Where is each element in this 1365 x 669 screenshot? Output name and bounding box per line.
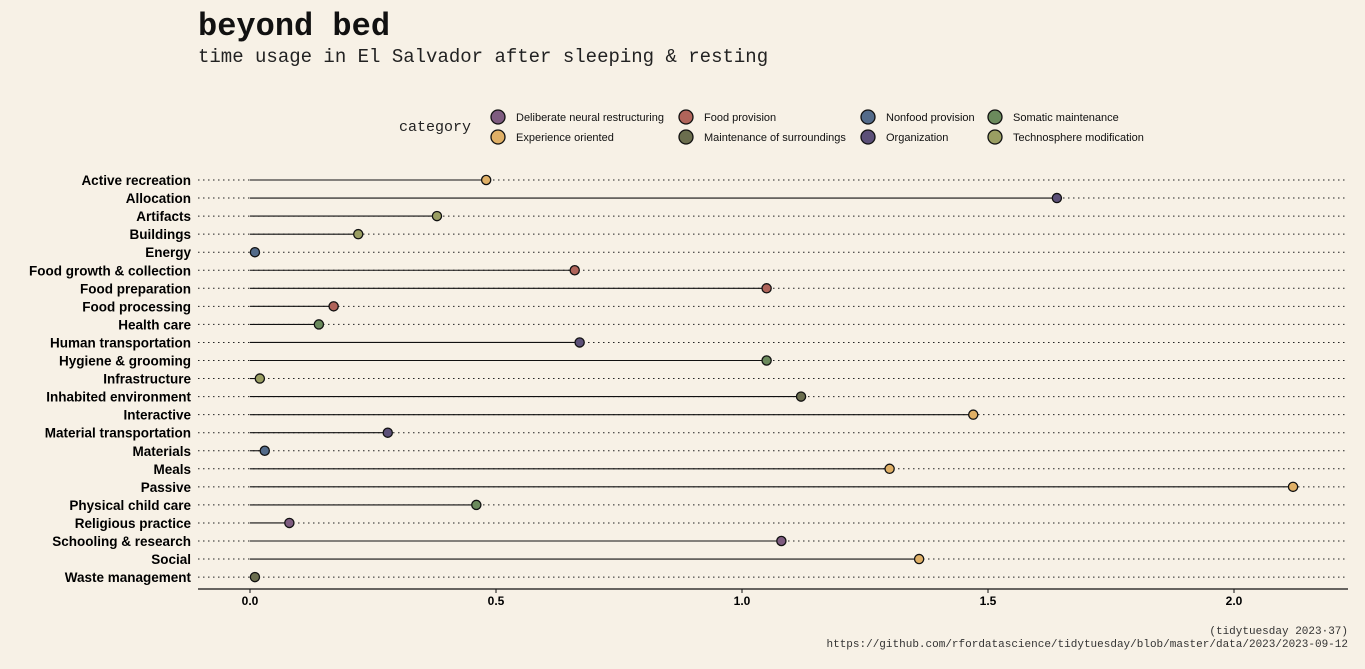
legend-label: Experience oriented [516, 132, 614, 144]
caption-line-2: https://github.com/rfordatascience/tidyt… [826, 639, 1349, 651]
legend-label: Maintenance of surroundings [704, 132, 846, 144]
legend-label: Food provision [704, 112, 776, 124]
y-label: Active recreation [81, 173, 191, 188]
legend-label: Somatic maintenance [1013, 112, 1119, 124]
x-tick-label: 0.0 [242, 594, 259, 608]
data-point [431, 210, 443, 222]
data-point [776, 535, 787, 547]
x-axis: 0.0 0.5 1.0 1.5 2.0 [198, 588, 1348, 608]
data-point [259, 445, 271, 456]
points [249, 174, 1299, 583]
data-point [254, 373, 266, 384]
data-point [1287, 481, 1299, 493]
legend: category Deliberate neural restructuring… [399, 109, 1144, 145]
caption: (tidytuesday 2023·37) https://github.com… [827, 626, 1349, 652]
data-point [249, 246, 261, 258]
legend-swatch [987, 109, 1003, 125]
y-label: Physical child care [69, 498, 191, 513]
data-point [761, 355, 772, 366]
y-label: Interactive [123, 408, 191, 423]
legend-label: Technosphere modification [1013, 132, 1144, 144]
data-point [352, 228, 364, 240]
y-axis-labels: Active recreation Allocation Artifacts Buil… [29, 173, 192, 585]
caption-line-1: (tidytuesday 2023·37) [1209, 626, 1348, 638]
data-point [480, 174, 492, 186]
gridlines [198, 179, 1348, 578]
legend-swatch [987, 129, 1003, 145]
x-tick-label: 1.5 [980, 594, 997, 608]
y-label: Artifacts [136, 209, 191, 224]
data-point [967, 409, 979, 420]
chart-title: beyond bed [198, 8, 391, 45]
data-point [382, 427, 394, 438]
data-point [913, 553, 925, 565]
y-label: Buildings [130, 227, 192, 242]
data-point [313, 319, 325, 330]
y-label: Material transportation [45, 426, 191, 441]
legend-label: Nonfood provision [886, 112, 975, 124]
data-point [761, 283, 772, 294]
legend-title: category [399, 119, 471, 136]
x-tick-label: 0.5 [488, 594, 505, 608]
y-label: Waste management [65, 570, 192, 585]
legend-swatch [678, 129, 694, 145]
data-point [471, 499, 482, 511]
legend-swatch [860, 109, 876, 125]
x-tick-label: 2.0 [1226, 594, 1243, 608]
data-point [328, 301, 339, 312]
chart-subtitle: time usage in El Salvador after sleeping… [198, 46, 769, 68]
y-label: Human transportation [50, 335, 191, 350]
legend-swatch [860, 129, 876, 145]
data-point [284, 517, 295, 529]
legend-label: Organization [886, 132, 948, 144]
stems [250, 179, 1294, 578]
y-label: Meals [153, 462, 191, 477]
y-label: Infrastructure [103, 372, 191, 387]
legend-swatch [678, 109, 694, 125]
data-point [795, 391, 807, 402]
data-point [1051, 192, 1063, 204]
data-point [249, 571, 261, 583]
y-label: Hygiene & grooming [59, 354, 191, 369]
y-label: Materials [132, 444, 191, 459]
y-label: Food growth & collection [29, 263, 191, 278]
data-point [569, 264, 580, 276]
y-label: Food processing [82, 299, 191, 314]
y-label: Allocation [126, 191, 191, 206]
legend-label: Deliberate neural restructuring [516, 112, 664, 124]
data-point [884, 463, 895, 475]
y-label: Religious practice [75, 516, 192, 531]
legend-swatch [490, 109, 506, 125]
x-tick-label: 1.0 [734, 594, 751, 608]
data-point [574, 337, 585, 348]
y-label: Health care [118, 317, 191, 332]
y-label: Energy [145, 245, 191, 260]
y-label: Inhabited environment [46, 390, 191, 405]
y-label: Food preparation [80, 281, 191, 296]
y-label: Schooling & research [52, 534, 191, 549]
y-label: Passive [141, 480, 192, 495]
y-label: Social [151, 552, 191, 567]
legend-swatch [490, 129, 506, 145]
